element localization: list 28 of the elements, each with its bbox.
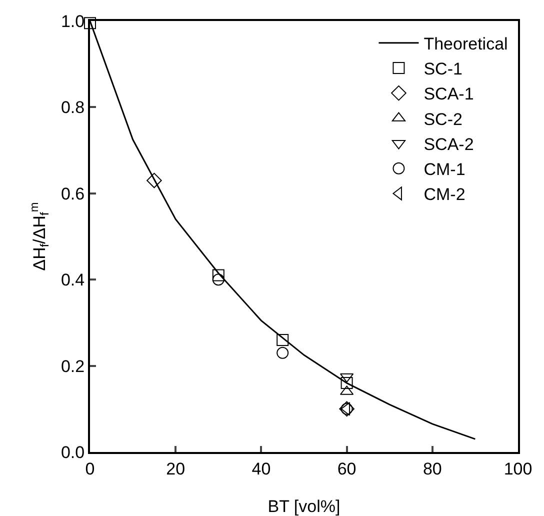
- y-tick-label: 0.8: [60, 98, 85, 118]
- point: [84, 17, 96, 30]
- legend-label: SCA-2: [424, 134, 474, 154]
- x-tick-label: 0: [85, 459, 95, 478]
- point: [276, 346, 289, 359]
- x-tick-label: 100: [504, 459, 532, 478]
- x-tick-label: 40: [252, 459, 271, 478]
- legend-label: CM-2: [424, 185, 466, 204]
- x-tick-label: 60: [337, 459, 356, 478]
- legend-label: CM-1: [424, 160, 466, 179]
- y-tick-label: 0.0: [60, 442, 85, 462]
- point: [340, 377, 353, 390]
- y-tick-label: 0.6: [60, 184, 85, 204]
- point: [212, 269, 224, 282]
- point: [212, 274, 224, 286]
- x-axis-title: BT [vol%]: [268, 497, 340, 516]
- y-tick-label: 0.4: [60, 270, 85, 290]
- x-tick-label: 20: [166, 459, 186, 478]
- legend-label: SCA-1: [424, 84, 474, 104]
- y-tick-label: 1.0: [60, 12, 85, 31]
- point: [146, 172, 162, 188]
- legend-label: SC-2: [424, 110, 462, 129]
- y-tick-label: 0.2: [60, 356, 85, 376]
- point: [276, 334, 289, 346]
- legend-label: Theoretical: [424, 34, 508, 54]
- legend-label: SC-1: [424, 60, 462, 79]
- point: [340, 402, 350, 416]
- x-tick-label: 80: [422, 459, 442, 478]
